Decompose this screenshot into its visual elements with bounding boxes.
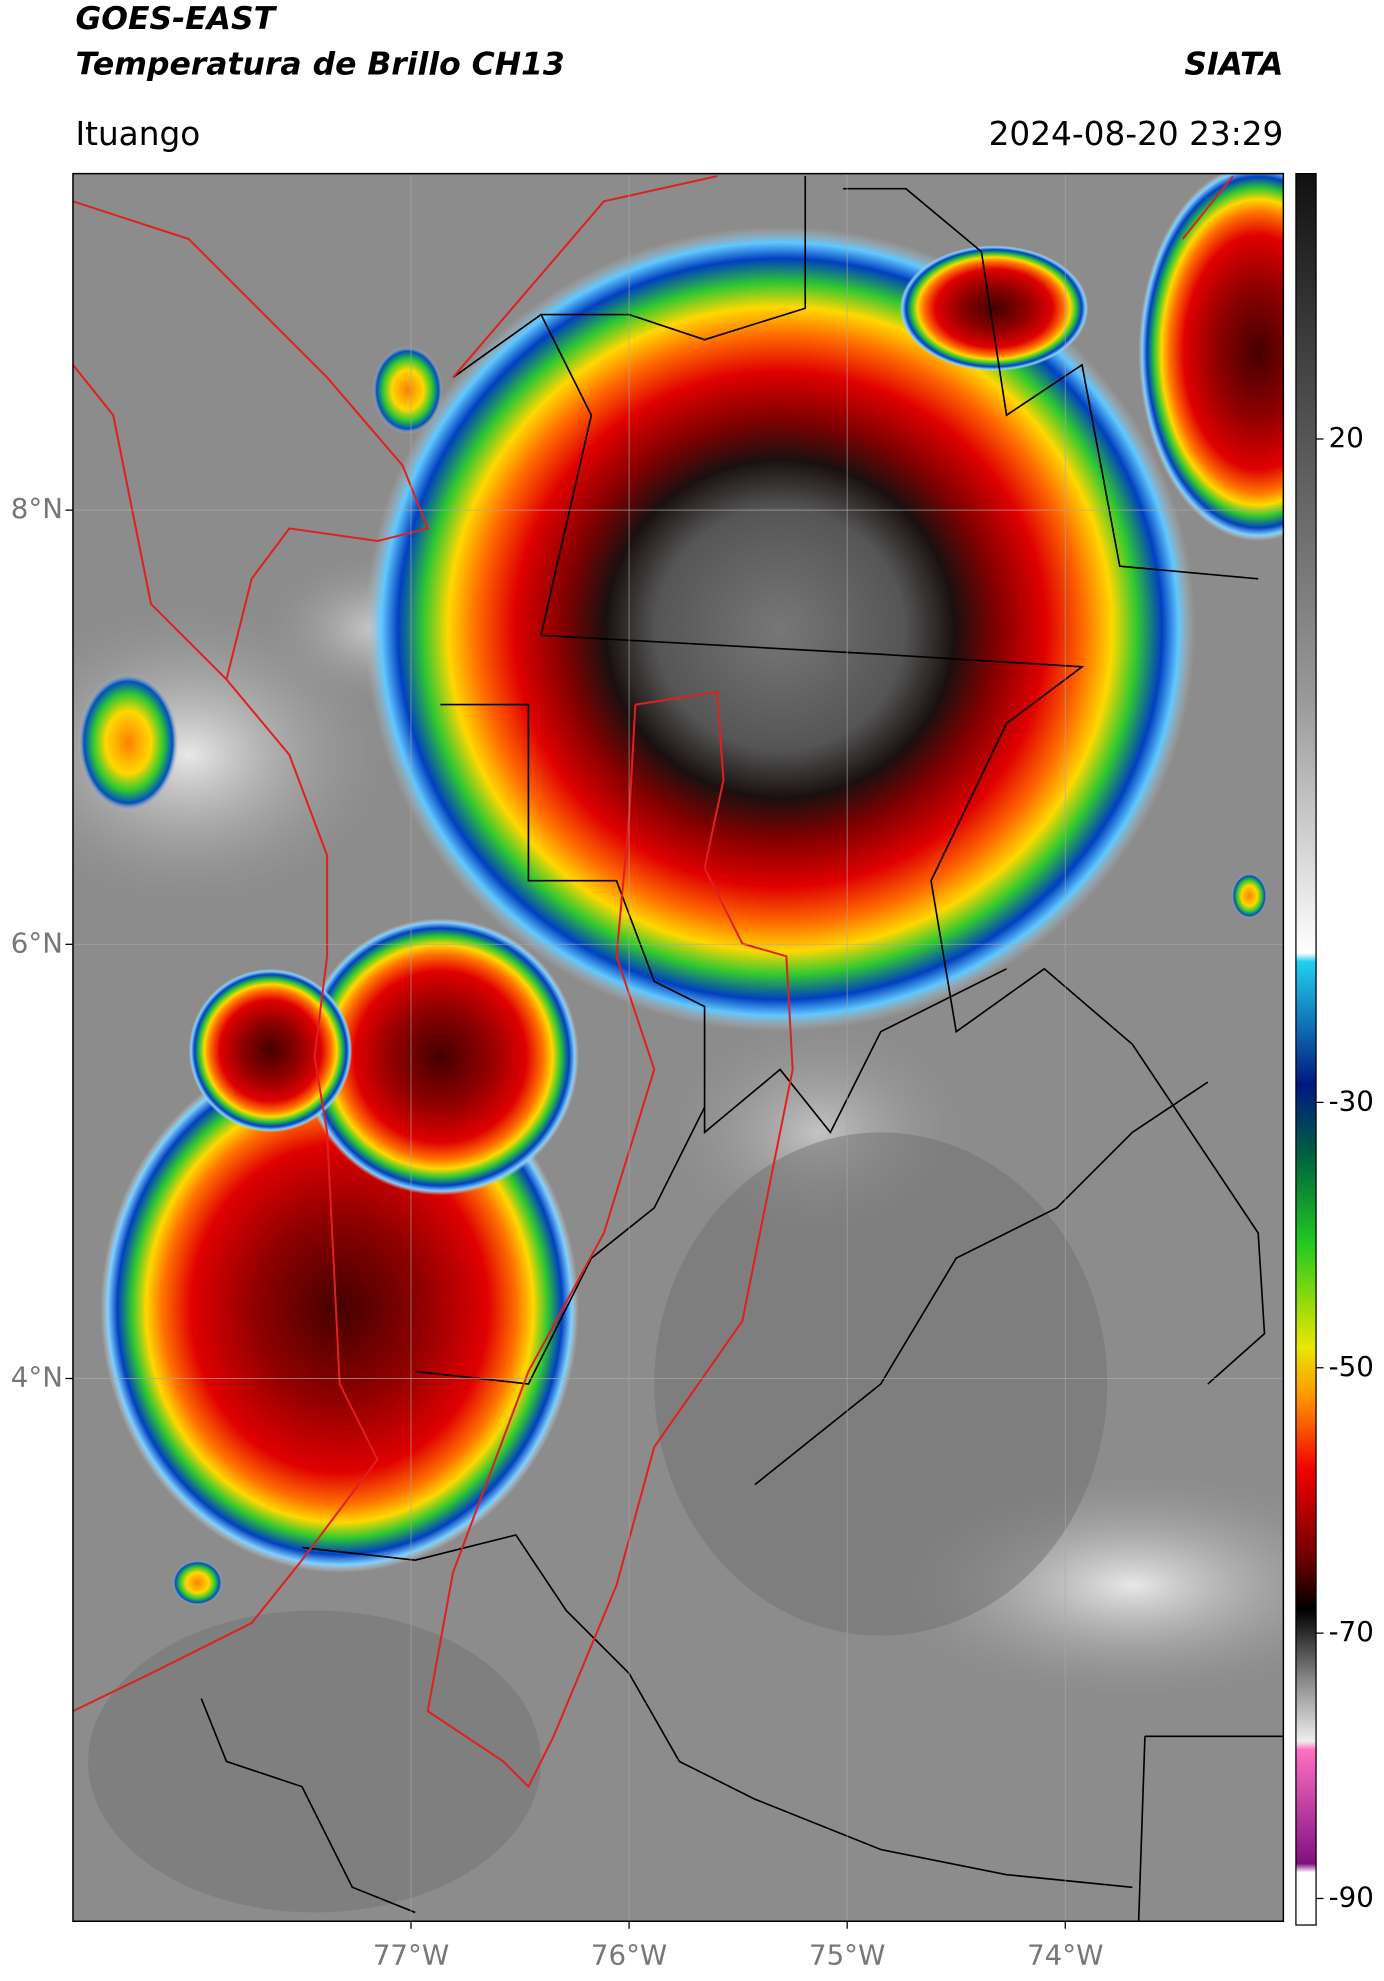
x-tick-label: 76°W <box>591 1938 667 1971</box>
colorbar <box>1295 172 1317 1926</box>
timestamp: 2024-08-20 23:29 <box>989 115 1284 153</box>
colorbar-tick-label: -70 <box>1329 1615 1374 1648</box>
brand: SIATA <box>1184 46 1283 82</box>
x-tick-label: 77°W <box>373 1938 449 1971</box>
colorbar-tick-label: -50 <box>1329 1350 1374 1383</box>
title: GOES-EAST <box>75 1 277 37</box>
subtitle: Temperatura de Brillo CH13 <box>75 46 564 82</box>
location: Ituango <box>75 115 200 153</box>
colorbar-tick-label: 20 <box>1329 421 1364 454</box>
satellite-image <box>72 173 1284 1922</box>
map-frame <box>72 172 1285 1922</box>
x-tick-label: 75°W <box>809 1938 885 1971</box>
y-tick-label: 8°N <box>11 492 63 525</box>
graticule <box>72 173 1284 1922</box>
colorbar-tick-label: -90 <box>1329 1880 1374 1913</box>
x-tick-label: 74°W <box>1027 1938 1103 1971</box>
colorbar-tick-label: -30 <box>1329 1084 1374 1117</box>
y-tick-label: 6°N <box>11 926 63 959</box>
y-tick-label: 4°N <box>11 1361 63 1394</box>
